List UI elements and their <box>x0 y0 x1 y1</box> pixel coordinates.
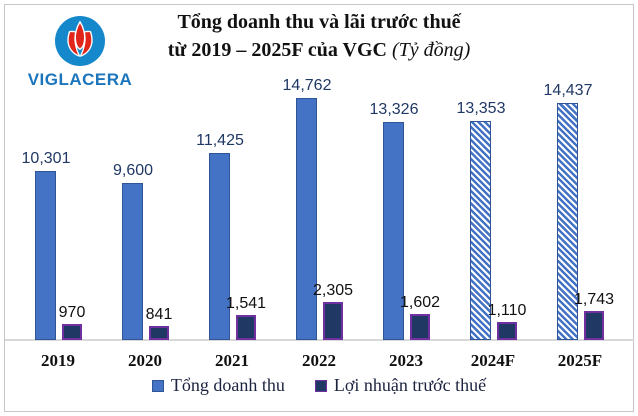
x-axis-line <box>5 339 634 341</box>
profit-value-label-2022: 2,305 <box>312 282 354 299</box>
x-axis-label-2025F: 2025F <box>557 351 603 370</box>
viglacera-logo-text: VIGLACERA <box>27 70 133 89</box>
profit-bar-2025F <box>584 311 604 340</box>
legend-swatch-icon <box>151 379 164 392</box>
chart-title: Tổng doanh thu và lãi trước thuế từ 2019… <box>0 8 638 64</box>
profit-value-label-2025F: 1,743 <box>573 291 615 308</box>
revenue-bar-2024F <box>470 121 491 340</box>
chart-title-line2-main: từ 2019 – 2025F của VGC <box>167 39 387 61</box>
revenue-value-label-2019: 10,301 <box>21 150 71 167</box>
legend-swatch-icon <box>314 379 327 392</box>
legend-item-profit: Lợi nhuận trước thuế <box>314 375 487 396</box>
chart-title-line1: Tổng doanh thu và lãi trước thuế <box>177 11 461 33</box>
profit-bar-2020 <box>149 326 169 340</box>
profit-bar-2024F <box>497 322 517 340</box>
profit-bar-2023 <box>410 314 430 340</box>
revenue-bar-2021 <box>209 153 230 340</box>
profit-value-label-2023: 1,602 <box>399 294 441 311</box>
profit-bar-2021 <box>236 315 256 340</box>
revenue-value-label-2025F: 14,437 <box>543 82 593 99</box>
chart-frame-border <box>4 4 634 412</box>
chart-title-line2: từ 2019 – 2025F của VGC (Tỷ đồng) <box>0 36 638 64</box>
revenue-bar-2025F <box>557 103 578 340</box>
profit-value-label-2021: 1,541 <box>225 295 267 312</box>
legend-item-revenue: Tổng doanh thu <box>151 375 285 396</box>
revenue-value-label-2022: 14,762 <box>282 77 332 94</box>
profit-bar-2022 <box>323 302 343 340</box>
viglacera-logo: VIGLACERA <box>26 16 134 90</box>
viglacera-flame-icon <box>55 16 105 66</box>
revenue-bar-2022 <box>296 98 317 340</box>
revenue-value-label-2020: 9,600 <box>112 162 154 179</box>
x-axis-label-2019: 2019 <box>41 351 75 370</box>
legend-label: Lợi nhuận trước thuế <box>333 375 487 395</box>
x-axis-label-2023: 2023 <box>389 351 423 370</box>
profit-value-label-2019: 970 <box>58 304 86 321</box>
x-axis-label-2021: 2021 <box>215 351 249 370</box>
chart-title-unit: (Tỷ đồng) <box>391 39 471 61</box>
revenue-bar-2019 <box>35 171 56 340</box>
x-axis-label-2022: 2022 <box>302 351 336 370</box>
x-axis-label-2024F: 2024F <box>470 351 516 370</box>
plot-area: 10,301 970 2019 9,600 841 2020 11,425 1,541 2021… <box>5 77 634 370</box>
legend-label: Tổng doanh thu <box>170 375 285 395</box>
revenue-value-label-2024F: 13,353 <box>456 100 506 117</box>
profit-value-label-2020: 841 <box>145 306 173 323</box>
revenue-bar-2020 <box>122 183 143 340</box>
x-axis-label-2020: 2020 <box>128 351 162 370</box>
profit-value-label-2024F: 1,110 <box>487 302 527 319</box>
revenue-value-label-2021: 11,425 <box>196 132 244 149</box>
revenue-bar-2023 <box>383 122 404 340</box>
revenue-value-label-2023: 13,326 <box>369 101 419 118</box>
legend: Tổng doanh thu Lợi nhuận trước thuế <box>0 375 638 396</box>
profit-bar-2019 <box>62 324 82 340</box>
